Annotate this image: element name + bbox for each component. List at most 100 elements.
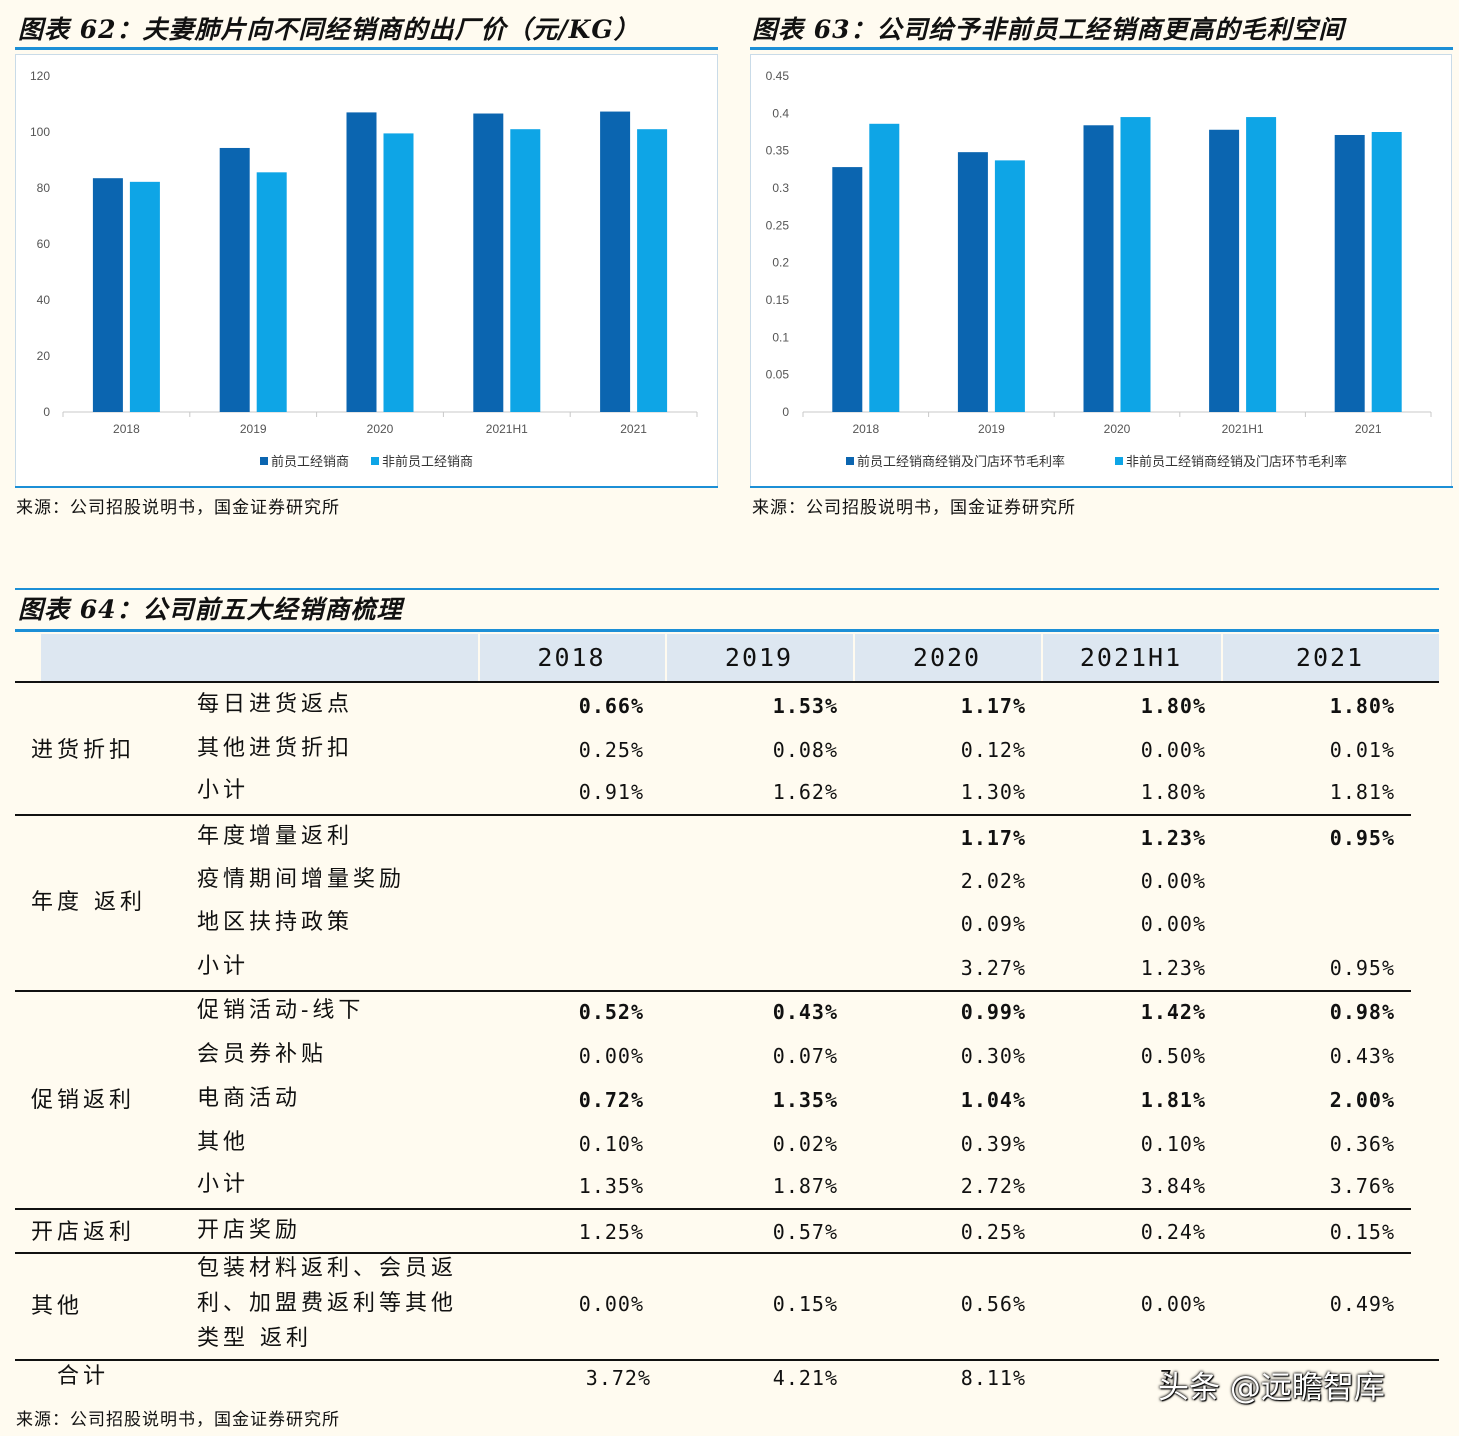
y-tick-label: 0.4	[772, 106, 789, 120]
cell-value: 1.87%	[772, 1174, 838, 1198]
cell-value: 1.80%	[1140, 694, 1206, 718]
group-separator-rule	[15, 1359, 1439, 1361]
cell-value: 1.80%	[1329, 694, 1395, 718]
y-tick-label: 0.15	[766, 293, 790, 307]
cell-value: 0.25%	[578, 738, 644, 762]
row-item-label: 疫情期间增量奖励	[197, 867, 406, 892]
x-tick-label: 2019	[978, 422, 1005, 436]
total-value: 4.21%	[772, 1366, 838, 1390]
group-separator-rule	[15, 814, 1411, 816]
cell-value: 0.39%	[960, 1132, 1026, 1156]
column-header-2019: 2019	[724, 643, 794, 672]
header-column-separator	[1041, 634, 1043, 682]
header-bottom-rule	[15, 681, 1439, 683]
y-tick-label: 80	[37, 181, 51, 195]
cell-value: 0.01%	[1329, 738, 1395, 762]
row-item-label: 其他进货折扣	[197, 736, 354, 761]
legend-label: 前员工经销商	[271, 454, 349, 469]
cell-value: 0.57%	[772, 1220, 838, 1244]
bar-a-2021H1	[473, 113, 504, 412]
bar-a-2018	[832, 167, 863, 412]
cell-value: 0.09%	[960, 912, 1026, 936]
legend-label: 非前员工经销商	[382, 454, 473, 469]
row-item-label: 利、加盟费返利等其他	[197, 1291, 458, 1316]
cell-value: 0.02%	[772, 1132, 838, 1156]
cell-value: 2.00%	[1329, 1088, 1395, 1112]
cell-value: 0.08%	[772, 738, 838, 762]
y-tick-label: 0.3	[772, 181, 789, 195]
bar-b-2021H1	[1246, 117, 1277, 413]
bar-b-2021H1	[510, 129, 541, 412]
total-value: 7	[1159, 1366, 1173, 1390]
cell-value: 0.36%	[1329, 1132, 1395, 1156]
bar-a-2018	[92, 178, 123, 412]
figure-62-title-rule	[15, 47, 718, 50]
row-item-label: 年度增量返利	[197, 824, 354, 849]
legend-label: 前员工经销商经销及门店环节毛利率	[857, 454, 1065, 469]
y-tick-label: 0.45	[766, 69, 790, 83]
bar-a-2021H1	[1209, 129, 1240, 412]
total-label: 合计	[57, 1364, 110, 1389]
x-tick-label: 2021	[620, 422, 647, 436]
cell-value: 1.42%	[1140, 1000, 1206, 1024]
x-tick-label: 2021	[1355, 422, 1382, 436]
cell-value: 1.53%	[772, 694, 838, 718]
cell-value: 0.00%	[1140, 869, 1206, 893]
cell-value: 2.02%	[960, 869, 1026, 893]
row-item-label: 每日进货返点	[197, 692, 354, 717]
bar-b-2021	[637, 129, 668, 412]
y-tick-label: 100	[30, 125, 50, 139]
cell-value: 0.95%	[1329, 826, 1395, 850]
x-tick-label: 2019	[240, 422, 267, 436]
cell-value: 0.10%	[1140, 1132, 1206, 1156]
legend-swatch	[371, 457, 379, 465]
cell-value: 0.24%	[1140, 1220, 1206, 1244]
cell-value: 0.43%	[772, 1000, 838, 1024]
group-separator-rule	[15, 1208, 1411, 1210]
cell-value: 0.00%	[1140, 738, 1206, 762]
x-tick-label: 2020	[367, 422, 394, 436]
figure-62-source: 来源：公司招股说明书，国金证券研究所	[16, 498, 340, 518]
group-separator-rule	[15, 990, 1411, 992]
cell-value: 1.35%	[772, 1088, 838, 1112]
row-item-label: 地区扶持政策	[197, 910, 354, 935]
legend-swatch	[1115, 457, 1123, 465]
y-tick-label: 20	[37, 349, 51, 363]
x-tick-label: 2018	[113, 422, 140, 436]
cell-value: 0.12%	[960, 738, 1026, 762]
figure-62-title: 图表 62：夫妻肺片向不同经销商的出厂价（元/KG）	[18, 15, 640, 44]
dealer-rebate-table: 2018 2019 2020 2021H1 2021 进货折扣 每日进货返点 0.66% 1.5…	[15, 632, 1439, 1390]
row-item-label: 电商活动	[197, 1086, 302, 1111]
row-item-label: 小计	[197, 954, 250, 979]
header-column-separator	[1221, 634, 1223, 682]
header-column-separator	[853, 634, 855, 682]
cell-value: 0.49%	[1329, 1292, 1395, 1316]
cell-value: 0.43%	[1329, 1044, 1395, 1068]
cell-value: 0.98%	[1329, 1000, 1395, 1024]
cell-value: 1.17%	[960, 826, 1026, 850]
y-tick-label: 0	[782, 405, 789, 419]
cell-value: 0.66%	[578, 694, 644, 718]
y-tick-label: 0	[43, 405, 50, 419]
cell-value: 0.50%	[1140, 1044, 1206, 1068]
row-item-label: 包装材料返利、会员返	[197, 1256, 458, 1281]
bar-a-2019	[219, 147, 250, 412]
y-tick-label: 0.35	[766, 144, 790, 158]
bar-a-2019	[957, 152, 988, 412]
row-group-1: 年度 返利	[31, 890, 146, 915]
group-separator-rule	[15, 1252, 1411, 1254]
y-tick-label: 0.2	[772, 256, 789, 270]
row-group-2: 促销返利	[31, 1088, 136, 1113]
figure-63-chart: 0 0.05 0.1 0.15 0.2 0.25 0.3 0.35 0.4 0.45 2018 201…	[750, 54, 1452, 488]
row-item-label: 类型 返利	[197, 1326, 312, 1351]
total-value: 8.11%	[960, 1366, 1026, 1390]
bar-b-2019	[256, 172, 287, 412]
row-group-4: 其他	[31, 1294, 84, 1319]
cell-value: 0.95%	[1329, 956, 1395, 980]
cell-value: 0.25%	[960, 1220, 1026, 1244]
cell-value: 1.17%	[960, 694, 1026, 718]
row-item-label: 其他	[197, 1130, 250, 1155]
figure-62-chart: 0 20 40 60 80 100 120 2018 2019 2020 2021H1 2021 前员工…	[15, 54, 718, 488]
y-tick-label: 120	[30, 69, 50, 83]
cell-value: 0.10%	[578, 1132, 644, 1156]
